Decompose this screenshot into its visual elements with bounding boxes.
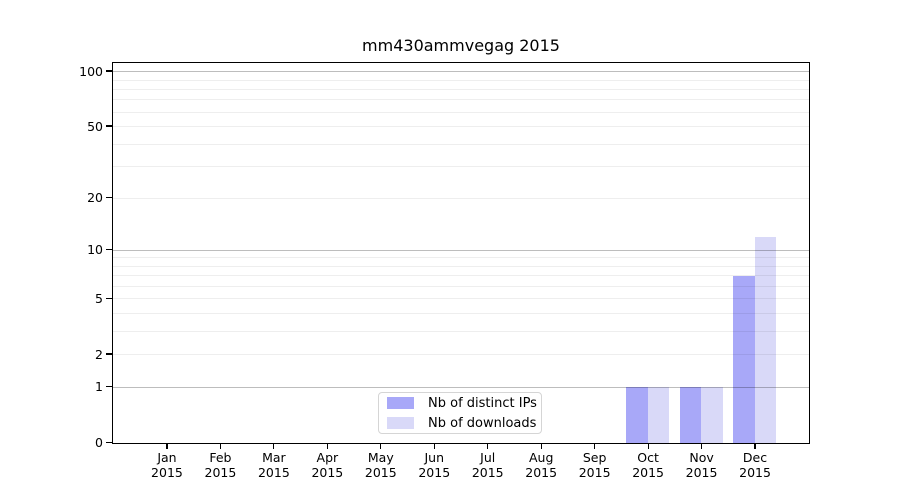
y-tick-label-50: 50 <box>87 118 103 134</box>
gridline-8 <box>113 265 809 267</box>
x-tick-label-feb: Feb 2015 <box>204 450 237 480</box>
y-tick-mark-100 <box>106 70 112 72</box>
gridline-3 <box>113 330 809 332</box>
y-tick-mark-0 <box>106 441 112 444</box>
x-tick-mark-mar <box>273 444 275 449</box>
x-tick-label-jul: Jul 2015 <box>471 450 504 480</box>
x-tick-mark-feb <box>219 444 221 449</box>
chart-title: mm430ammvegag 2015 <box>362 36 560 55</box>
x-tick-mark-jul <box>487 444 489 449</box>
bars-layer <box>113 63 809 443</box>
bar-nb-of-distinct-ips-dec <box>733 275 755 443</box>
x-tick-label-nov: Nov 2015 <box>685 450 718 480</box>
gridline-90 <box>113 79 809 81</box>
y-tick-label-10: 10 <box>87 242 103 258</box>
x-tick-mark-apr <box>326 444 328 449</box>
x-tick-label-dec: Dec 2015 <box>739 450 771 480</box>
x-tick-mark-may <box>380 444 382 449</box>
gridline-2 <box>113 354 809 356</box>
x-tick-mark-sep <box>594 444 596 449</box>
gridline-30 <box>113 166 809 168</box>
y-tick-mark-20 <box>106 196 112 199</box>
bar-nb-of-downloads-nov <box>701 387 723 443</box>
gridline-80 <box>113 88 809 90</box>
legend-label-downloads: Nb of downloads <box>428 415 537 431</box>
gridline-20 <box>113 197 809 199</box>
y-tick-label-5: 5 <box>95 290 103 306</box>
legend-entry-distinct-ips: Nb of distinct IPs <box>379 394 541 412</box>
gridline-5 <box>113 298 809 300</box>
gridline-10 <box>113 249 809 251</box>
y-tick-mark-1 <box>106 386 112 388</box>
gridline-40 <box>113 143 809 145</box>
y-tick-mark-10 <box>106 248 112 251</box>
x-tick-label-jun: Jun 2015 <box>418 450 451 480</box>
gridlines-layer <box>113 63 809 443</box>
x-tick-mark-nov <box>700 444 703 449</box>
gridline-70 <box>113 99 809 101</box>
legend-entry-downloads: Nb of downloads <box>379 414 541 432</box>
x-tick-label-apr: Apr 2015 <box>311 450 344 480</box>
x-tick-mark-jan <box>166 444 168 449</box>
x-tick-label-oct: Oct 2015 <box>632 450 665 480</box>
gridline-1 <box>113 386 809 388</box>
gridline-100 <box>113 71 809 73</box>
y-tick-label-1: 1 <box>95 379 103 395</box>
bar-nb-of-distinct-ips-nov <box>679 387 702 443</box>
x-tick-mark-jun <box>433 444 435 449</box>
y-tick-mark-5 <box>106 297 112 299</box>
x-tick-mark-dec <box>754 444 756 449</box>
bar-nb-of-downloads-oct <box>647 387 670 443</box>
y-tick-label-0: 0 <box>95 435 103 450</box>
legend-swatch-distinct-ips <box>387 397 414 409</box>
legend-swatch-downloads <box>387 417 414 429</box>
x-tick-label-sep: Sep 2015 <box>578 450 611 480</box>
bar-nb-of-downloads-dec <box>754 236 777 443</box>
y-tick-label-20: 20 <box>87 189 103 205</box>
x-tick-label-jan: Jan 2015 <box>151 450 183 480</box>
gridline-7 <box>113 275 809 277</box>
x-tick-mark-oct <box>647 444 649 449</box>
x-tick-label-aug: Aug 2015 <box>525 450 558 480</box>
x-tick-mark-aug <box>540 444 542 449</box>
y-tick-label-2: 2 <box>95 346 103 362</box>
y-tick-label-100: 100 <box>79 63 103 79</box>
y-tick-mark-2 <box>106 353 112 355</box>
legend-label-distinct-ips: Nb of distinct IPs <box>428 395 537 411</box>
gridline-4 <box>113 312 809 314</box>
bar-nb-of-distinct-ips-oct <box>626 387 648 443</box>
plot-area <box>112 62 810 444</box>
y-tick-mark-50 <box>106 125 112 127</box>
legend: Nb of distinct IPs Nb of downloads <box>378 392 542 434</box>
gridline-50 <box>113 126 809 128</box>
x-tick-label-may: May 2015 <box>364 450 397 480</box>
gridline-9 <box>113 257 809 259</box>
x-tick-label-mar: Mar 2015 <box>257 450 290 480</box>
gridline-6 <box>113 285 809 287</box>
gridline-60 <box>113 111 809 113</box>
